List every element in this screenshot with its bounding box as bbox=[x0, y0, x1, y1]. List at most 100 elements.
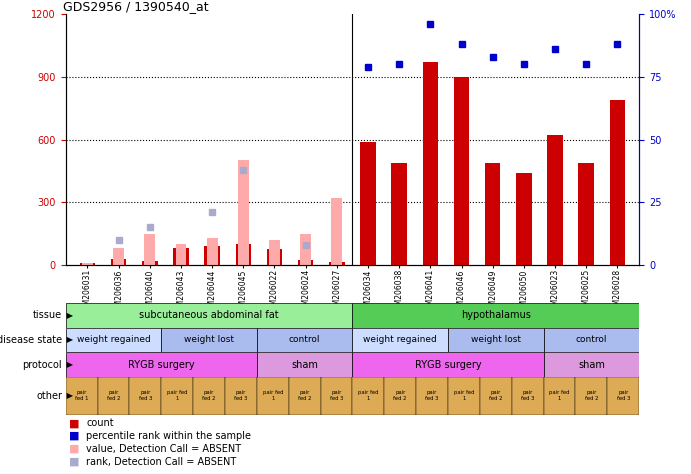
Bar bbox=[332, 198, 342, 265]
Bar bbox=[82, 263, 93, 265]
Text: pair fed
1: pair fed 1 bbox=[549, 391, 570, 401]
Bar bbox=[391, 163, 407, 265]
Text: pair
fed 2: pair fed 2 bbox=[585, 391, 598, 401]
Text: pair
fed 3: pair fed 3 bbox=[139, 391, 152, 401]
Bar bbox=[352, 352, 544, 377]
Bar bbox=[480, 377, 512, 415]
Bar bbox=[257, 328, 352, 352]
Text: pair
fed 3: pair fed 3 bbox=[521, 391, 534, 401]
Bar bbox=[236, 244, 251, 265]
Bar bbox=[257, 352, 352, 377]
Bar bbox=[329, 262, 345, 265]
Text: pair
fed 3: pair fed 3 bbox=[426, 391, 439, 401]
Text: ■: ■ bbox=[69, 418, 79, 428]
Text: pair
fed 2: pair fed 2 bbox=[202, 391, 216, 401]
Bar bbox=[448, 377, 480, 415]
Bar bbox=[422, 62, 438, 265]
Bar bbox=[300, 234, 311, 265]
Bar bbox=[142, 261, 158, 265]
Bar bbox=[607, 377, 639, 415]
Bar bbox=[544, 352, 639, 377]
Bar bbox=[384, 377, 416, 415]
Bar bbox=[352, 377, 384, 415]
Text: disease state: disease state bbox=[0, 335, 62, 345]
Bar bbox=[66, 328, 161, 352]
Text: percentile rank within the sample: percentile rank within the sample bbox=[86, 431, 252, 441]
Text: RYGB surgery: RYGB surgery bbox=[128, 359, 195, 370]
Bar bbox=[269, 240, 280, 265]
Bar bbox=[97, 377, 129, 415]
Bar bbox=[609, 100, 625, 265]
Bar bbox=[161, 328, 257, 352]
Bar bbox=[176, 244, 187, 265]
Text: weight regained: weight regained bbox=[77, 336, 151, 344]
Text: ▶: ▶ bbox=[64, 392, 73, 400]
Text: value, Detection Call = ABSENT: value, Detection Call = ABSENT bbox=[86, 444, 241, 454]
Bar bbox=[238, 161, 249, 265]
Bar bbox=[321, 377, 352, 415]
Bar bbox=[516, 173, 531, 265]
Text: ■: ■ bbox=[69, 456, 79, 467]
Bar bbox=[547, 136, 562, 265]
Text: pair fed
1: pair fed 1 bbox=[358, 391, 379, 401]
Bar bbox=[267, 249, 283, 265]
Bar bbox=[79, 263, 95, 265]
Bar bbox=[512, 377, 544, 415]
Text: subcutaneous abdominal fat: subcutaneous abdominal fat bbox=[139, 310, 279, 320]
Bar bbox=[416, 377, 448, 415]
Bar bbox=[576, 377, 607, 415]
Text: pair fed
1: pair fed 1 bbox=[263, 391, 283, 401]
Text: control: control bbox=[576, 336, 607, 344]
Bar bbox=[360, 142, 376, 265]
Bar bbox=[66, 352, 257, 377]
Text: pair
fed 2: pair fed 2 bbox=[106, 391, 120, 401]
Bar bbox=[193, 377, 225, 415]
Text: weight lost: weight lost bbox=[471, 336, 521, 344]
Text: protocol: protocol bbox=[23, 359, 62, 370]
Text: count: count bbox=[86, 418, 114, 428]
Bar bbox=[289, 377, 321, 415]
Bar bbox=[111, 259, 126, 265]
Text: ▶: ▶ bbox=[64, 311, 73, 319]
Bar bbox=[448, 328, 544, 352]
Bar bbox=[161, 377, 193, 415]
Text: pair fed
1: pair fed 1 bbox=[167, 391, 187, 401]
Text: pair
fed 2: pair fed 2 bbox=[393, 391, 407, 401]
Text: pair
fed 1: pair fed 1 bbox=[75, 391, 88, 401]
Text: control: control bbox=[289, 336, 321, 344]
Bar bbox=[454, 77, 469, 265]
Bar bbox=[205, 246, 220, 265]
Text: GDS2956 / 1390540_at: GDS2956 / 1390540_at bbox=[63, 0, 209, 13]
Bar bbox=[173, 248, 189, 265]
Bar bbox=[298, 260, 314, 265]
Text: pair
fed 2: pair fed 2 bbox=[298, 391, 312, 401]
Bar bbox=[257, 377, 289, 415]
Text: ▶: ▶ bbox=[64, 336, 73, 344]
Text: RYGB surgery: RYGB surgery bbox=[415, 359, 482, 370]
Bar bbox=[66, 377, 97, 415]
Bar bbox=[207, 238, 218, 265]
Bar bbox=[352, 303, 639, 328]
Bar bbox=[66, 303, 352, 328]
Text: pair fed
1: pair fed 1 bbox=[454, 391, 474, 401]
Text: hypothalamus: hypothalamus bbox=[461, 310, 531, 320]
Bar bbox=[225, 377, 257, 415]
Bar bbox=[544, 328, 639, 352]
Text: ▶: ▶ bbox=[64, 360, 73, 369]
Text: pair
fed 2: pair fed 2 bbox=[489, 391, 502, 401]
Text: rank, Detection Call = ABSENT: rank, Detection Call = ABSENT bbox=[86, 456, 236, 467]
Bar bbox=[544, 377, 576, 415]
Bar bbox=[352, 328, 448, 352]
Bar bbox=[578, 163, 594, 265]
Bar bbox=[113, 248, 124, 265]
Text: weight lost: weight lost bbox=[184, 336, 234, 344]
Text: tissue: tissue bbox=[33, 310, 62, 320]
Text: sham: sham bbox=[578, 359, 605, 370]
Bar bbox=[485, 163, 500, 265]
Bar bbox=[129, 377, 161, 415]
Text: sham: sham bbox=[291, 359, 318, 370]
Text: pair
fed 3: pair fed 3 bbox=[616, 391, 630, 401]
Bar bbox=[144, 234, 155, 265]
Text: pair
fed 3: pair fed 3 bbox=[330, 391, 343, 401]
Text: weight regained: weight regained bbox=[363, 336, 437, 344]
